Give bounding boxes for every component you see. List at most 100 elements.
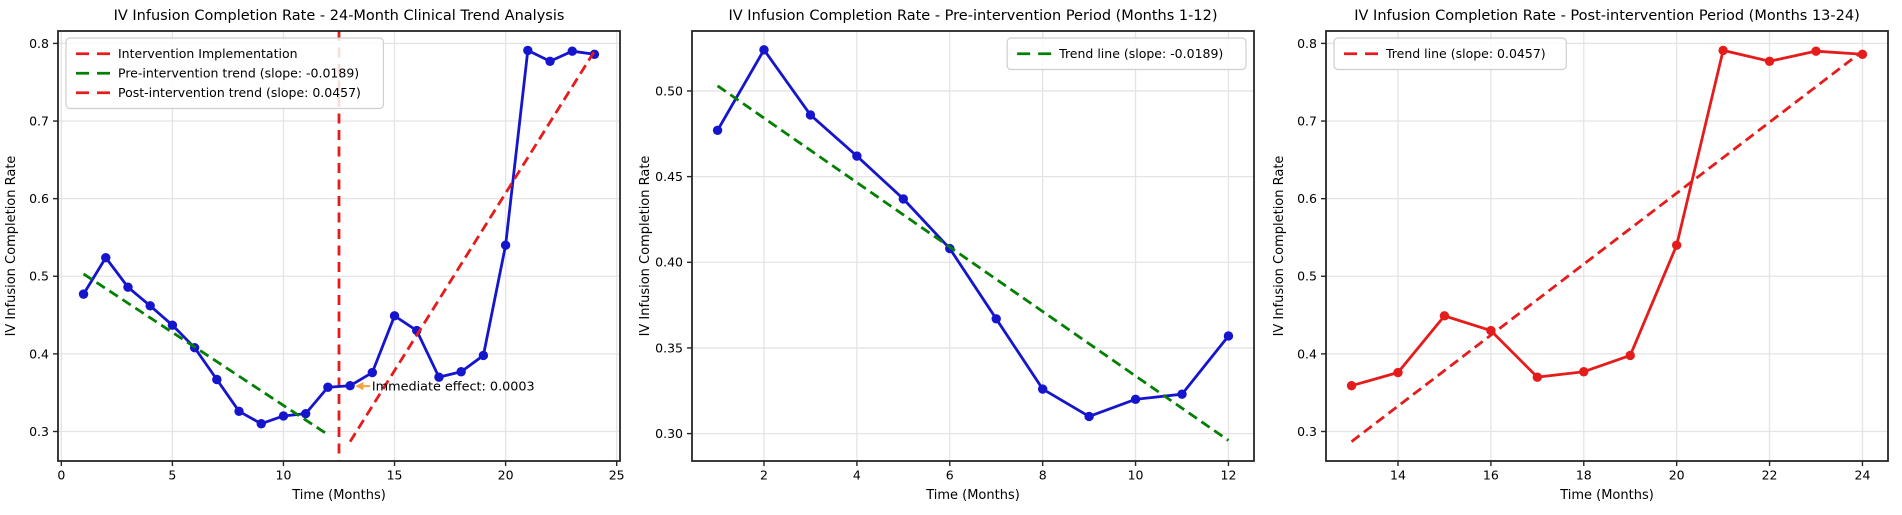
x-tick-label: 20	[1669, 468, 1685, 483]
data-point	[1579, 367, 1589, 377]
x-tick-label: 6	[946, 468, 954, 483]
pre-intervention-trend	[82, 272, 329, 436]
x-tick-label: 10	[276, 468, 292, 483]
x-tick-label: 20	[498, 468, 514, 483]
data-point	[1764, 56, 1775, 66]
post-intervention-plot: 14 16 18 20 22 24 0.3 0.4 0.5 0.6 0.7 0.8 IV Infusio…	[1268, 0, 1902, 515]
data-point	[456, 367, 466, 377]
data-point	[101, 252, 111, 263]
data-point	[434, 372, 444, 382]
tick-labels: 14 16 18 20 22 24 0.3 0.4 0.5 0.6 0.7 0.8	[1297, 36, 1870, 483]
data-point	[145, 301, 155, 311]
legend-entry-label: Trend line (slope: -0.0189)	[1058, 46, 1223, 61]
axes-spines	[57, 30, 621, 462]
y-tick-label: 0.4	[1297, 346, 1317, 361]
data-point	[478, 350, 489, 361]
data-point	[300, 408, 311, 419]
panel-background	[1268, 0, 1902, 515]
panel-title: IV Infusion Completion Rate - 24-Month C…	[114, 8, 565, 24]
legend-box	[65, 37, 385, 110]
completion-rate-post-markers	[1346, 45, 1868, 391]
y-axis-label: IV Infusion Completion Rate	[1272, 156, 1287, 337]
tick-labels: 2 4 6 8 10 12 0.30 0.35 0.40 0.45 0.50	[655, 83, 1236, 482]
x-tick-label: 22	[1762, 468, 1778, 483]
tick-marks	[53, 42, 618, 466]
pre-trend-line	[716, 84, 1230, 442]
annotation-arrowhead	[355, 381, 364, 391]
x-tick-label: 12	[1221, 468, 1237, 483]
completion-rate-pre-markers	[712, 45, 1234, 422]
tick-marks	[1321, 42, 1864, 466]
y-tick-label: 0.35	[655, 340, 683, 355]
y-tick-label: 0.7	[29, 113, 49, 128]
y-tick-label: 0.45	[655, 169, 683, 184]
axes-spines	[1325, 30, 1889, 462]
data-point	[500, 240, 511, 250]
y-tick-label: 0.5	[29, 269, 49, 284]
data-point	[212, 374, 222, 385]
x-tick-label: 4	[853, 468, 861, 483]
data-point	[567, 46, 577, 56]
data-point	[167, 320, 178, 330]
data-point	[852, 151, 862, 161]
completion-rate-post-line	[1350, 49, 1864, 388]
x-tick-label: 8	[1039, 468, 1047, 483]
data-point	[78, 289, 89, 299]
panel-title: IV Infusion Completion Rate - Post-inter…	[1354, 8, 1860, 24]
y-tick-label: 0.4	[29, 346, 49, 361]
data-point	[323, 382, 333, 392]
completion-rate-line	[82, 49, 596, 426]
legend: Trend line (slope: -0.0189)	[1006, 37, 1247, 71]
data-point	[1811, 46, 1821, 56]
data-point	[1718, 45, 1728, 56]
x-tick-label: 10	[1128, 468, 1144, 483]
data-point	[523, 45, 533, 56]
data-point	[1177, 389, 1187, 399]
y-axis-label: IV Infusion Completion Rate	[638, 156, 653, 337]
y-tick-label: 0.50	[655, 83, 683, 98]
x-axis-label: Time (Months)	[925, 488, 1020, 503]
data-point	[1346, 381, 1357, 391]
y-tick-label: 0.8	[29, 36, 49, 51]
x-tick-label: 0	[57, 468, 65, 483]
x-axis-label: Time (Months)	[291, 488, 386, 503]
x-tick-label: 5	[168, 468, 176, 483]
data-point	[1084, 411, 1094, 422]
data-point	[278, 411, 289, 421]
y-tick-label: 0.3	[29, 424, 49, 439]
legend-entry-label: Post-intervention trend (slope: 0.0457)	[118, 85, 361, 100]
x-tick-label: 25	[609, 468, 625, 483]
pre-intervention-plot: 2 4 6 8 10 12 0.30 0.35 0.40 0.45 0.50 IV Infusion …	[634, 0, 1268, 515]
chart-panel-overall: Immediate effect: 0.0003 0 5 10 15 20 25 0.3 0.4…	[0, 0, 634, 515]
y-tick-label: 0.6	[29, 191, 49, 206]
immediate-effect-annotation: Immediate effect: 0.0003	[355, 379, 535, 394]
data-point	[1439, 311, 1450, 321]
chart-panel-post-intervention: 14 16 18 20 22 24 0.3 0.4 0.5 0.6 0.7 0.8 IV Infusio…	[1268, 0, 1902, 515]
data-point	[123, 282, 133, 292]
panel-background	[634, 0, 1268, 515]
y-tick-label: 0.5	[1297, 269, 1317, 284]
legend: Trend line (slope: 0.0457)	[1333, 37, 1567, 71]
panel-title: IV Infusion Completion Rate - Pre-interv…	[729, 8, 1218, 24]
x-axis-label: Time (Months)	[1559, 488, 1654, 503]
completion-rate-pre-line	[716, 48, 1230, 418]
data-point	[805, 110, 816, 120]
data-point	[1223, 331, 1234, 341]
y-tick-label: 0.6	[1297, 191, 1317, 206]
y-axis-label: IV Infusion Completion Rate	[4, 156, 19, 337]
data-point	[898, 194, 909, 204]
legend-entry-label: Pre-intervention trend (slope: -0.0189)	[118, 66, 359, 81]
x-tick-label: 2	[760, 468, 768, 483]
post-trend-line	[1350, 50, 1864, 443]
data-point	[1037, 384, 1048, 394]
legend-entry-label: Intervention Implementation	[118, 46, 298, 61]
legend-box	[1006, 37, 1247, 71]
legend: Intervention Implementation Pre-intervent…	[65, 37, 385, 110]
data-point	[1625, 350, 1635, 361]
y-tick-label: 0.8	[1297, 36, 1317, 51]
x-tick-label: 24	[1855, 468, 1871, 483]
data-point	[1393, 367, 1403, 378]
x-tick-label: 16	[1483, 468, 1499, 483]
x-tick-label: 18	[1576, 468, 1592, 483]
